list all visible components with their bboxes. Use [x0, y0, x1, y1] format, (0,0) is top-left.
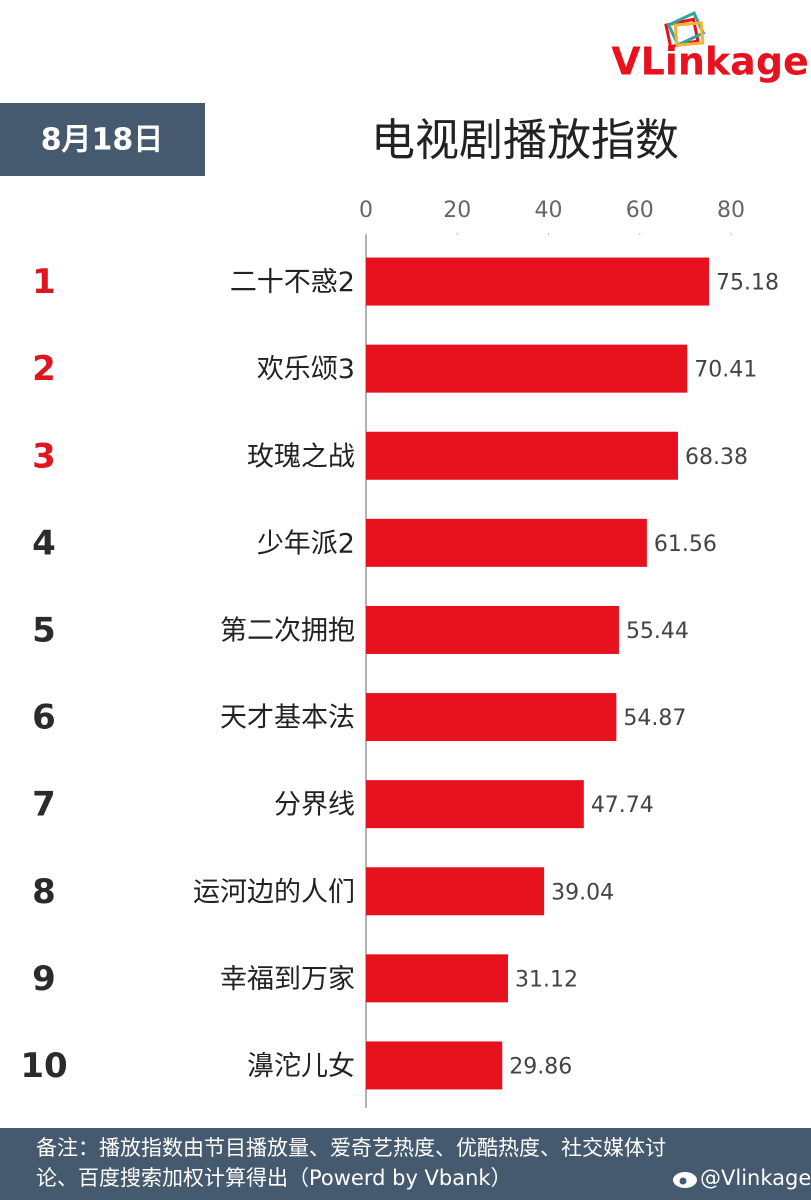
value-label: 75.18: [716, 271, 779, 296]
date-box: [0, 103, 205, 176]
bar: [366, 954, 508, 1003]
y-tick-label: 第二次拥抱: [220, 615, 355, 646]
rank: 7: [32, 785, 56, 825]
note: 论、百度搜索加权计算得出（Powerd by Vbank）: [36, 1166, 512, 1190]
rank: 10: [20, 1046, 67, 1086]
rank: 9: [32, 959, 56, 999]
note: 备注：播放指数由节目播放量、爱奇艺热度、优酷热度、社交媒体讨: [36, 1136, 666, 1160]
bar: [366, 1041, 503, 1090]
rank: 4: [32, 523, 56, 563]
y-tick-label: 少年派2: [257, 528, 355, 559]
bar: [366, 693, 617, 742]
bar: [366, 431, 678, 480]
rank: 6: [32, 698, 56, 738]
handle: @Vlinkage: [700, 1166, 811, 1190]
x-tick-label: 0: [359, 198, 373, 223]
value-label: 61.56: [654, 532, 717, 557]
y-tick-label: 濞沱儿女: [247, 1051, 355, 1082]
value-label: 54.87: [623, 706, 686, 731]
y-tick-label: 玫瑰之战: [247, 441, 355, 472]
value-label: 55.44: [626, 619, 689, 644]
value-label: 68.38: [685, 445, 748, 470]
value-label: 47.74: [591, 793, 654, 818]
y-tick-label: 欢乐颂3: [257, 354, 355, 385]
rank: 2: [32, 349, 56, 389]
value-label: 70.41: [694, 358, 757, 383]
x-tick-label: 60: [626, 198, 654, 223]
value-label: 31.12: [515, 967, 578, 992]
weibo-icon: [673, 1172, 697, 1188]
x-tick-label: 80: [717, 198, 745, 223]
bar: [366, 344, 688, 393]
y-tick-label: 天才基本法: [220, 703, 355, 734]
value-label: 39.04: [551, 880, 614, 905]
bar: [366, 518, 647, 567]
x-tick-label: 20: [443, 198, 471, 223]
footer: [0, 1128, 811, 1200]
y-tick-label: 幸福到万家: [220, 964, 355, 995]
rank: 8: [32, 872, 56, 912]
y-tick-label: 分界线: [274, 790, 355, 821]
value-label: 29.86: [509, 1054, 572, 1079]
bar: [366, 257, 710, 306]
x-tick-label: 40: [535, 198, 563, 223]
rank: 1: [32, 262, 56, 302]
rank: 5: [32, 610, 56, 650]
logo: VLinkage: [611, 40, 809, 84]
rank: 3: [32, 436, 56, 476]
bar: [366, 867, 545, 916]
bar: [366, 605, 619, 654]
y-tick-label: 运河边的人们: [193, 877, 355, 908]
chart-title: 电视剧播放指数: [371, 115, 679, 166]
logo-icon: [664, 11, 706, 49]
date-label: 8月18日: [41, 123, 164, 158]
bar: [366, 780, 584, 829]
y-tick-label: 二十不惑2: [230, 267, 355, 298]
